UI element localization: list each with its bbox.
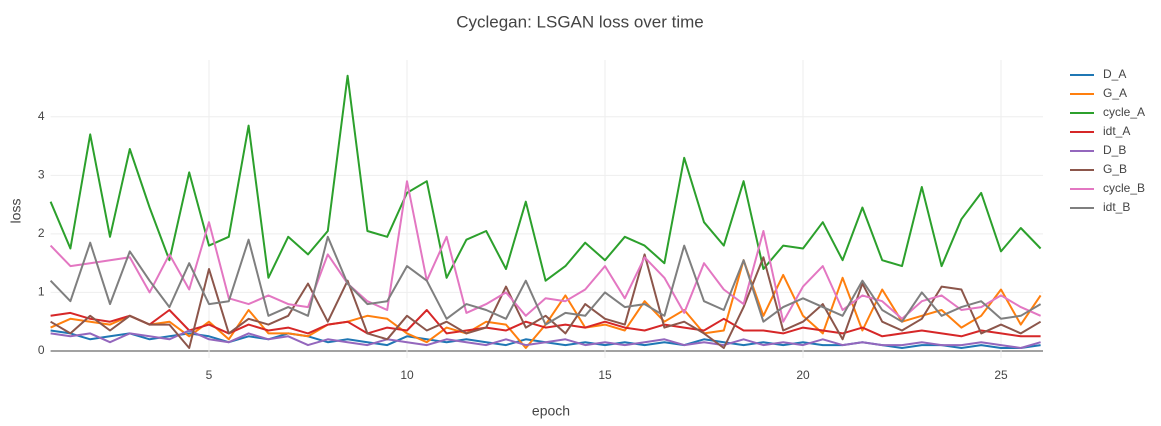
series-line: [49, 235, 1042, 326]
y-tick-label: 1: [38, 285, 45, 299]
legend-label: cycle_B: [1103, 181, 1145, 195]
y-tick-label: 4: [38, 109, 45, 123]
series-line: [50, 329, 1041, 349]
chart-title: Cyclegan: LSGAN loss over time: [456, 12, 704, 31]
legend-label: cycle_A: [1103, 105, 1145, 119]
series-line: [50, 253, 1042, 349]
legend-label: idt_A: [1103, 124, 1130, 138]
y-tick-label: 2: [38, 226, 45, 240]
y-axis-title: loss: [8, 199, 24, 224]
legend-label: G_A: [1103, 86, 1127, 100]
x-axis-title: epoch: [532, 403, 570, 419]
legend-label: D_B: [1103, 143, 1126, 157]
x-tick-label: 25: [994, 368, 1008, 382]
legend-label: D_A: [1103, 67, 1126, 81]
x-tick-label: 15: [598, 368, 612, 382]
x-tick-label: 5: [206, 368, 213, 382]
y-tick-label: 3: [38, 168, 45, 182]
series-line: [50, 309, 1041, 338]
legend-label: idt_B: [1103, 200, 1130, 214]
x-tick-label: 10: [400, 368, 414, 382]
x-tick-label: 20: [796, 368, 810, 382]
series-line: [49, 74, 1042, 282]
legend-label: G_B: [1103, 162, 1127, 176]
y-tick-label: 0: [38, 343, 45, 357]
